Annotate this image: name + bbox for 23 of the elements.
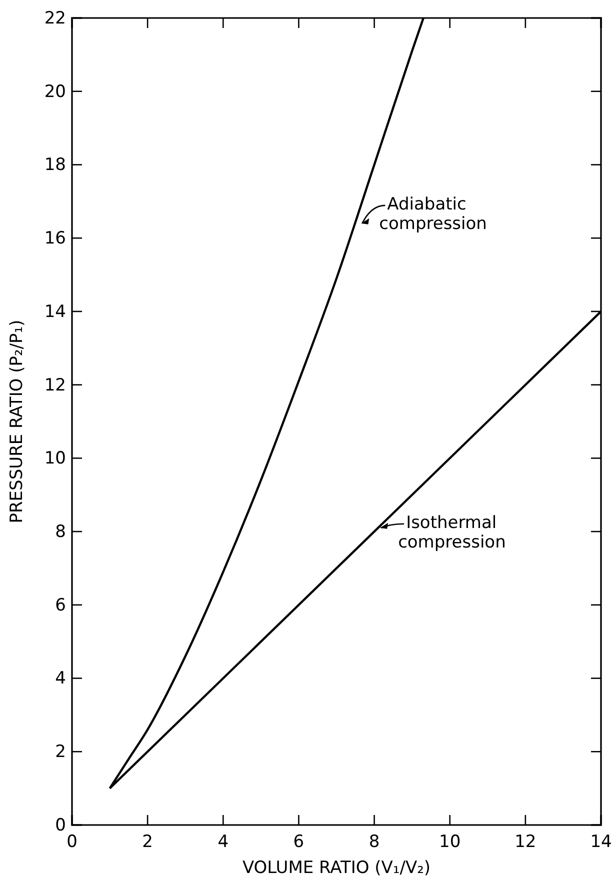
annotation: Isothermal compression [398, 512, 506, 552]
x-tick-label: 10 [439, 832, 461, 852]
y-axis-title: PRESSURE RATIO (P₂/P₁) [7, 320, 27, 524]
annotation: Adiabatic compression [379, 194, 487, 234]
y-tick-label: 20 [44, 82, 66, 102]
x-tick-label: 6 [293, 832, 304, 852]
y-tick-label: 14 [44, 302, 66, 322]
y-tick-label: 12 [44, 375, 66, 396]
x-axis-title: VOLUME RATIO (V₁/V₂) [242, 858, 431, 878]
x-tick-label: 8 [368, 832, 380, 852]
y-tick-label: 0 [55, 815, 66, 836]
y-tick-label: 6 [55, 595, 66, 616]
y-tick-label: 16 [44, 228, 66, 249]
y-tick-label: 4 [55, 668, 66, 689]
y-tick-label: 18 [44, 155, 66, 176]
y-tick-label: 22 [44, 8, 66, 28]
x-tick-label: 2 [142, 832, 153, 852]
x-tick-label: 14 [590, 832, 612, 852]
y-tick-label: 8 [55, 522, 66, 542]
y-tick-label: 10 [44, 448, 66, 469]
x-tick-label: 4 [218, 832, 229, 852]
y-tick-label: 2 [55, 742, 66, 762]
x-tick-label: 12 [514, 832, 536, 852]
